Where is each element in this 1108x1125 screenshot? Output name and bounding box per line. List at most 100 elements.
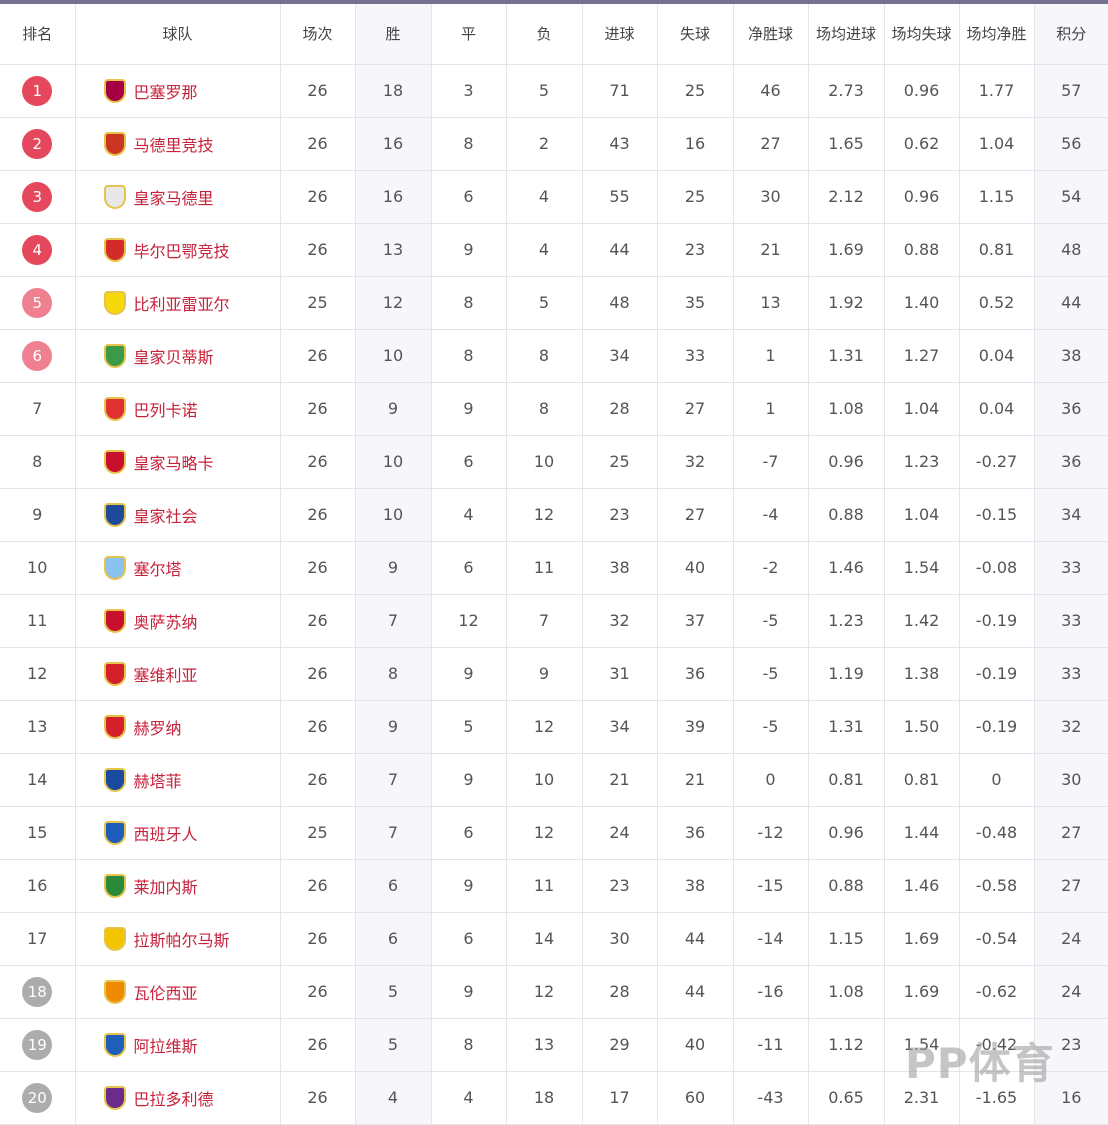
stat-cell: 39 — [656, 699, 734, 754]
column-header[interactable]: 场均失球 — [883, 1, 960, 65]
stat-cell: 36 — [656, 805, 734, 860]
rank-cell: 12 — [0, 646, 76, 701]
stat-cell: 3 — [430, 63, 507, 118]
team-name-link[interactable]: 拉斯帕尔马斯 — [133, 930, 230, 950]
team-name-link[interactable]: 奥萨苏纳 — [133, 612, 198, 632]
team-crest-icon — [103, 237, 126, 262]
team-cell[interactable]: 赫塔菲 — [74, 752, 281, 807]
stat-cell: 1 — [732, 328, 809, 383]
team-name-link[interactable]: 皇家社会 — [133, 506, 198, 526]
team-cell[interactable]: 阿拉维斯 — [74, 1017, 281, 1072]
team-cell[interactable]: 巴拉多利德 — [74, 1070, 281, 1125]
stat-cell: 1.31 — [807, 328, 885, 383]
team-name-link[interactable]: 西班牙人 — [133, 824, 198, 844]
team-cell[interactable]: 赫罗纳 — [74, 699, 281, 754]
column-header[interactable]: 失球 — [656, 1, 734, 65]
team-crest-icon — [103, 661, 126, 686]
team-cell[interactable]: 巴列卡诺 — [74, 381, 281, 436]
stat-cell: 7 — [354, 593, 432, 648]
team-name-link[interactable]: 塞尔塔 — [133, 559, 182, 579]
team-name-link[interactable]: 阿拉维斯 — [133, 1036, 198, 1056]
stat-cell: 26 — [279, 1070, 356, 1125]
team-name-link[interactable]: 皇家马略卡 — [133, 453, 214, 473]
team-cell[interactable]: 莱加内斯 — [74, 858, 281, 913]
rank-cell: 9 — [0, 487, 76, 542]
team-cell[interactable]: 瓦伦西亚 — [74, 964, 281, 1019]
stat-cell: 29 — [581, 1017, 658, 1072]
stat-cell: 1.15 — [958, 169, 1035, 224]
team-name-link[interactable]: 比利亚雷亚尔 — [133, 294, 230, 314]
team-cell[interactable]: 西班牙人 — [74, 805, 281, 860]
team-cell[interactable]: 巴塞罗那 — [74, 63, 281, 118]
team-cell[interactable]: 皇家社会 — [74, 487, 281, 542]
table-row: 8 皇家马略卡 26 10 6 10 25 32 -7 0.96 1.23 -0.27 36 — [0, 434, 1108, 489]
team-cell[interactable]: 毕尔巴鄂竞技 — [74, 222, 281, 277]
team-name-link[interactable]: 塞维利亚 — [133, 665, 198, 685]
table-row: 4 毕尔巴鄂竞技 26 13 9 4 44 23 21 1.69 0.88 0.81 48 — [0, 222, 1108, 277]
stat-cell: 44 — [656, 964, 734, 1019]
column-header[interactable]: 场次 — [279, 1, 356, 65]
team-cell[interactable]: 比利亚雷亚尔 — [74, 275, 281, 330]
stat-cell: 5 — [430, 699, 507, 754]
team-crest-icon — [103, 1085, 126, 1110]
stat-cell: 33 — [1033, 540, 1108, 595]
team-cell[interactable]: 拉斯帕尔马斯 — [74, 911, 281, 966]
stat-cell: 32 — [581, 593, 658, 648]
column-header[interactable]: 负 — [505, 1, 583, 65]
team-name-link[interactable]: 皇家马德里 — [133, 188, 214, 208]
column-header[interactable]: 平 — [430, 1, 507, 65]
stat-cell: 1.27 — [883, 328, 960, 383]
stat-cell: 23 — [1033, 1017, 1108, 1072]
column-header[interactable]: 净胜球 — [732, 1, 809, 65]
team-name-link[interactable]: 巴塞罗那 — [133, 82, 198, 102]
team-name-link[interactable]: 马德里竞技 — [133, 135, 214, 155]
team-cell[interactable]: 皇家贝蒂斯 — [74, 328, 281, 383]
stat-cell: 1.31 — [807, 699, 885, 754]
stat-cell: -0.27 — [958, 434, 1035, 489]
stat-cell: -0.42 — [958, 1017, 1035, 1072]
team-name-link[interactable]: 皇家贝蒂斯 — [133, 347, 214, 367]
team-cell[interactable]: 塞维利亚 — [74, 646, 281, 701]
stat-cell: 0.96 — [807, 805, 885, 860]
team-name-link[interactable]: 巴拉多利德 — [133, 1089, 214, 1109]
stat-cell: 1.69 — [883, 911, 960, 966]
stat-cell: 13 — [354, 222, 432, 277]
column-header[interactable]: 积分 — [1033, 1, 1108, 65]
team-cell[interactable]: 马德里竞技 — [74, 116, 281, 171]
team-cell[interactable]: 奥萨苏纳 — [74, 593, 281, 648]
stat-cell: -0.19 — [958, 646, 1035, 701]
stat-cell: 26 — [279, 169, 356, 224]
stat-cell: 1.08 — [807, 964, 885, 1019]
stat-cell: 10 — [354, 434, 432, 489]
column-header[interactable]: 进球 — [581, 1, 658, 65]
stat-cell: 26 — [279, 487, 356, 542]
stat-cell: 26 — [279, 381, 356, 436]
stat-cell: 0.04 — [958, 328, 1035, 383]
stat-cell: 34 — [581, 699, 658, 754]
team-name-link[interactable]: 瓦伦西亚 — [133, 983, 198, 1003]
team-name-link[interactable]: 毕尔巴鄂竞技 — [133, 241, 230, 261]
team-name-link[interactable]: 莱加内斯 — [133, 877, 198, 897]
column-header[interactable]: 球队 — [74, 1, 281, 65]
column-header[interactable]: 场均进球 — [807, 1, 885, 65]
team-name-link[interactable]: 赫塔菲 — [133, 771, 182, 791]
stat-cell: -0.58 — [958, 858, 1035, 913]
rank-badge: 2 — [22, 128, 53, 159]
stat-cell: 26 — [279, 540, 356, 595]
team-cell[interactable]: 皇家马德里 — [74, 169, 281, 224]
column-header[interactable]: 胜 — [354, 1, 432, 65]
stat-cell: 7 — [354, 752, 432, 807]
rank-cell: 8 — [0, 434, 76, 489]
stat-cell: 13 — [732, 275, 809, 330]
team-cell[interactable]: 塞尔塔 — [74, 540, 281, 595]
team-cell[interactable]: 皇家马略卡 — [74, 434, 281, 489]
stat-cell: 32 — [1033, 699, 1108, 754]
stat-cell: 23 — [581, 487, 658, 542]
column-header[interactable]: 排名 — [0, 1, 76, 65]
stat-cell: 1.08 — [807, 381, 885, 436]
team-name-link[interactable]: 巴列卡诺 — [133, 400, 198, 420]
stat-cell: 0.04 — [958, 381, 1035, 436]
column-header[interactable]: 场均净胜 — [958, 1, 1035, 65]
team-name-link[interactable]: 赫罗纳 — [133, 718, 182, 738]
rank-cell: 4 — [0, 222, 76, 277]
